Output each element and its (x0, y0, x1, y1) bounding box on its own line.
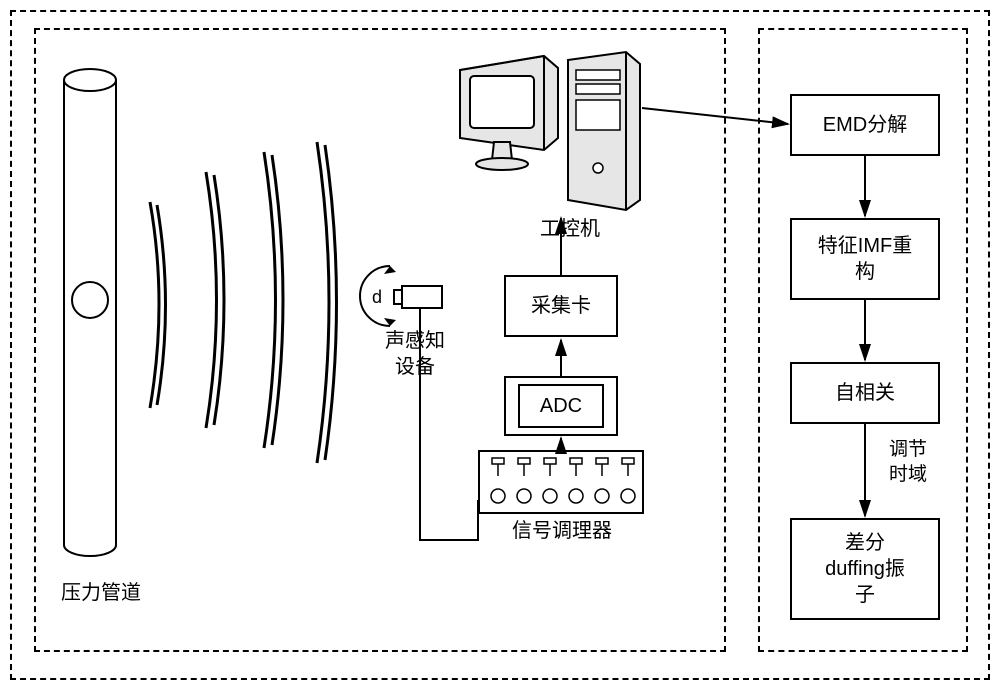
edge-note-label: 调节 时域 (878, 438, 938, 487)
right-arrows (0, 0, 1000, 691)
